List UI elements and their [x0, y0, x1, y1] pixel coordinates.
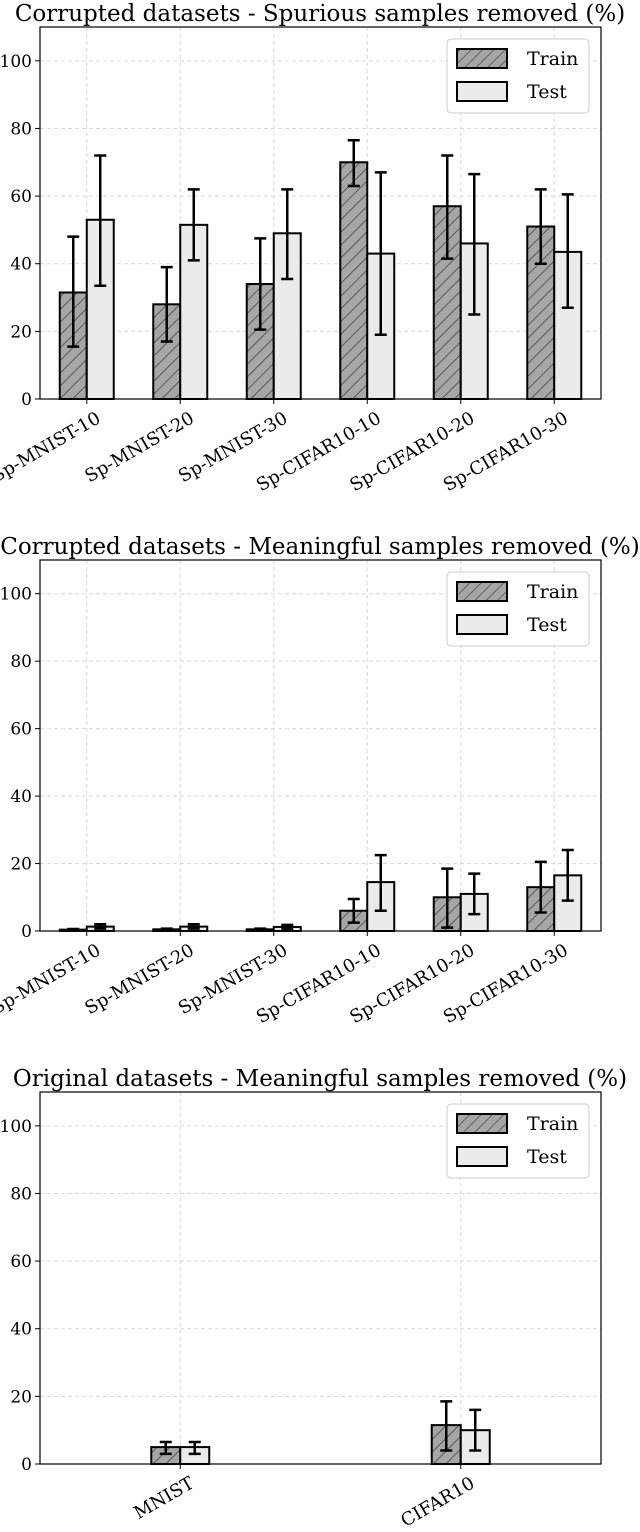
y-tick-label: 40 [10, 787, 32, 807]
y-tick-label: 100 [0, 1117, 32, 1137]
error-bar-train-sp-mnist-30 [254, 237, 267, 331]
error-bar-test-sp-mnist-30 [281, 923, 294, 931]
y-tick-label: 60 [10, 1252, 32, 1272]
error-bar-train-sp-mnist-20 [160, 265, 173, 343]
legend-label-test: Test [527, 1146, 567, 1168]
legend-label-test: Test [527, 81, 567, 103]
y-tick-label: 80 [10, 1184, 32, 1204]
y-tick-label: 0 [21, 390, 32, 410]
error-bar-test-sp-cifar10-10 [374, 171, 387, 336]
bar-test-sp-cifar10-30 [553, 250, 583, 400]
error-bar-train-sp-mnist-30 [254, 927, 267, 932]
legend-swatch-train [456, 1113, 508, 1134]
x-tick-label: MNIST [130, 1473, 197, 1524]
legend-swatch-test [456, 614, 508, 635]
error-bar-test-sp-cifar10-30 [561, 193, 574, 309]
chart-title: Original datasets - Meaningful samples r… [13, 1066, 627, 1092]
legend-swatch-train [456, 581, 508, 602]
bar-train-sp-cifar10-10 [339, 161, 369, 400]
legend-swatch-test [456, 1146, 508, 1167]
y-tick-label: 80 [10, 119, 32, 139]
y-tick-label: 40 [10, 255, 32, 275]
y-tick-label: 80 [10, 652, 32, 672]
legend-label-train: Train [527, 48, 578, 70]
error-bar-test-sp-mnist-30 [281, 188, 294, 281]
error-bar-test-cifar10 [469, 1408, 482, 1452]
error-bar-train-sp-mnist-20 [160, 927, 173, 932]
legend: Train Test [446, 38, 590, 114]
error-bar-train-mnist [159, 1440, 172, 1456]
y-tick-label: 0 [21, 922, 32, 942]
error-bar-train-cifar10 [440, 1400, 453, 1452]
y-tick-label: 20 [10, 322, 32, 342]
chart-panel-2: Corrupted datasets - Meaningful samples … [0, 534, 640, 1028]
error-bar-train-sp-cifar10-30 [534, 860, 547, 914]
legend-label-train: Train [527, 581, 578, 603]
chart-panel-3: Original datasets - Meaningful samples r… [0, 1066, 627, 1532]
plot-frame [39, 559, 602, 932]
legend-swatch-train [456, 48, 508, 69]
error-bar-test-sp-cifar10-10 [374, 853, 387, 913]
y-tick-label: 40 [10, 1320, 32, 1340]
legend: Train Test [446, 1103, 590, 1179]
y-tick-label: 0 [21, 1455, 32, 1475]
chart-title: Corrupted datasets - Spurious samples re… [15, 1, 625, 27]
legend-label-train: Train [527, 1113, 578, 1135]
error-bar-test-sp-cifar10-20 [468, 872, 481, 916]
x-tick-label: CIFAR10 [397, 1473, 478, 1532]
legend-swatch-test [456, 81, 508, 102]
chart-title: Corrupted datasets - Meaningful samples … [0, 534, 640, 560]
legend: Train Test [446, 571, 590, 647]
error-bar-test-sp-cifar10-20 [468, 172, 481, 316]
error-bar-train-sp-mnist-10 [67, 235, 80, 348]
y-tick-label: 20 [10, 855, 32, 875]
error-bar-test-sp-cifar10-30 [561, 848, 574, 902]
error-bar-train-sp-cifar10-20 [441, 154, 454, 260]
error-bar-train-sp-cifar10-20 [441, 867, 454, 929]
chart-panel-1: Corrupted datasets - Spurious samples re… [0, 1, 625, 496]
error-bar-test-mnist [188, 1440, 201, 1456]
error-bar-train-sp-cifar10-30 [534, 188, 547, 265]
legend-label-test: Test [527, 614, 567, 636]
error-bar-train-sp-cifar10-10 [347, 897, 360, 924]
y-tick-label: 100 [0, 585, 32, 605]
error-bar-test-sp-mnist-20 [187, 188, 200, 262]
error-bar-test-sp-mnist-20 [187, 923, 200, 930]
error-bar-test-sp-mnist-10 [94, 923, 107, 930]
error-bar-test-sp-mnist-10 [94, 154, 107, 287]
y-tick-label: 20 [10, 1387, 32, 1407]
y-tick-label: 60 [10, 187, 32, 207]
error-bar-train-sp-mnist-10 [67, 927, 80, 932]
plot-frame [39, 26, 602, 400]
y-tick-label: 100 [0, 52, 32, 72]
plot-frame [39, 1091, 602, 1465]
error-bar-train-sp-cifar10-10 [347, 139, 360, 188]
y-tick-label: 60 [10, 720, 32, 740]
